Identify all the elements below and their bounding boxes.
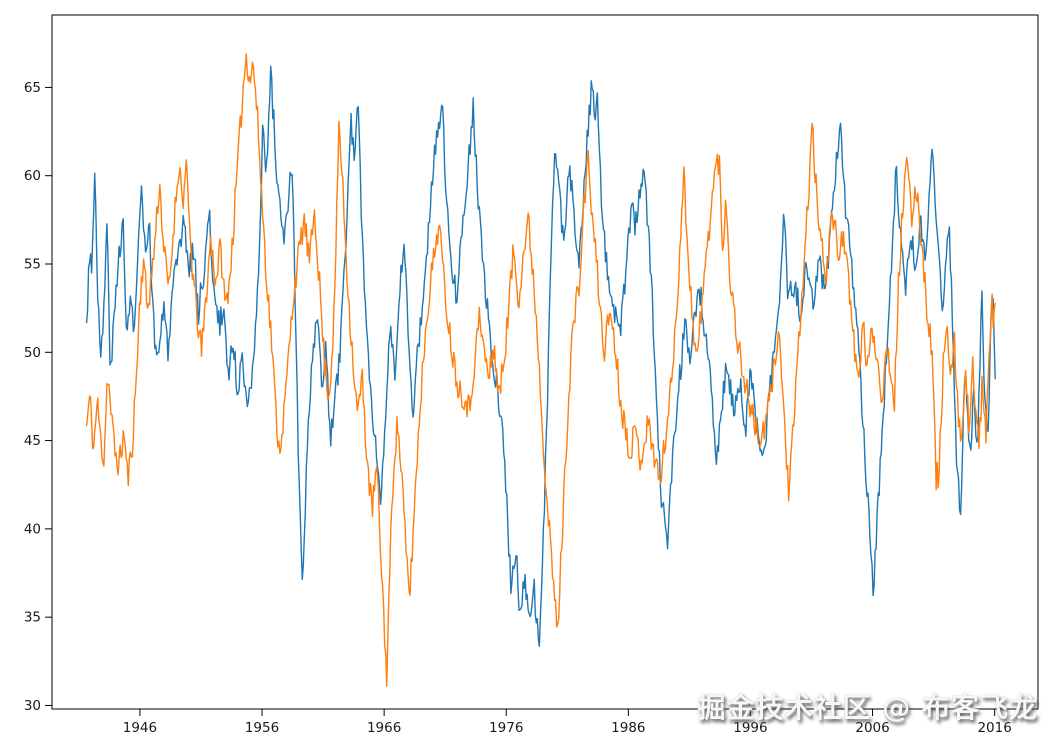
y-tick-label-65: 65 <box>24 80 41 96</box>
x-tick-label-1946: 1946 <box>123 720 157 736</box>
y-tick-label-55: 55 <box>24 256 41 272</box>
y-tick-label-50: 50 <box>24 345 41 361</box>
x-tick-label-1966: 1966 <box>367 720 401 736</box>
series-blue-line <box>85 65 996 647</box>
y-tick-label-60: 60 <box>24 168 41 184</box>
x-tick-label-1976: 1976 <box>489 720 523 736</box>
x-tick-label-2006: 2006 <box>855 720 889 736</box>
x-tick-label-1986: 1986 <box>611 720 645 736</box>
y-tick-label-30: 30 <box>24 698 41 714</box>
series-orange-line <box>85 53 996 687</box>
x-tick-label-1956: 1956 <box>245 720 279 736</box>
x-tick-label-1996: 1996 <box>733 720 767 736</box>
y-tick-label-35: 35 <box>24 610 41 626</box>
plot-frame <box>51 14 1039 710</box>
y-tick-label-40: 40 <box>24 521 41 537</box>
y-tick-label-45: 45 <box>24 433 41 449</box>
x-tick-label-2016: 2016 <box>977 720 1011 736</box>
